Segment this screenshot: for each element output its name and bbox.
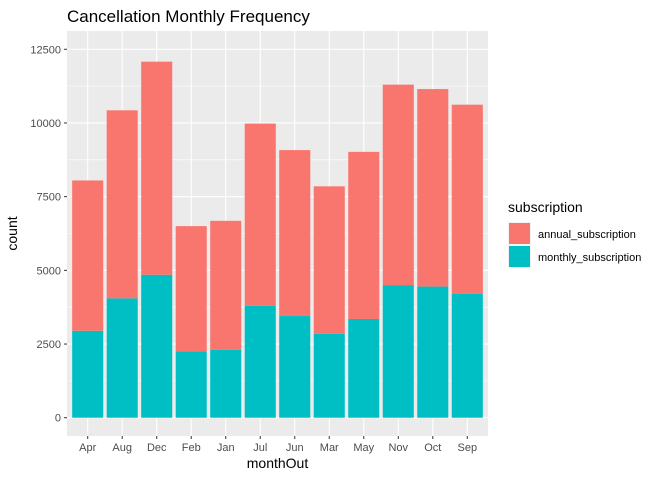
y-tick-label: 0 — [55, 413, 61, 425]
legend: subscription annual_subscription monthly_… — [508, 199, 641, 268]
x-tick-label: Jul — [253, 442, 267, 454]
x-tick-label: Dec — [147, 442, 167, 454]
bar-annual-subscription-oct — [417, 89, 449, 287]
bar-monthly-subscription-dec — [141, 274, 173, 418]
y-tick-label: 5000 — [37, 265, 61, 277]
bars — [72, 61, 483, 418]
bar-monthly-subscription-mar — [313, 333, 345, 418]
bar-monthly-subscription-feb — [175, 351, 207, 418]
bar-monthly-subscription-aug — [106, 298, 138, 418]
bar-monthly-subscription-jan — [210, 349, 242, 418]
bar-annual-subscription-sep — [451, 104, 483, 294]
bar-monthly-subscription-jul — [244, 305, 276, 418]
x-tick-label: Jan — [217, 442, 235, 454]
bar-monthly-subscription-sep — [451, 293, 483, 418]
bar-annual-subscription-dec — [141, 61, 173, 275]
bar-annual-subscription-jul — [244, 123, 276, 306]
bar-annual-subscription-may — [348, 151, 380, 319]
x-tick-label: Apr — [79, 442, 96, 454]
x-axis-title: monthOut — [247, 455, 309, 471]
chart-title: Cancellation Monthly Frequency — [67, 7, 310, 26]
bar-annual-subscription-aug — [106, 110, 138, 299]
bar-monthly-subscription-nov — [382, 285, 414, 418]
x-tick-label: Oct — [424, 442, 441, 454]
x-tick-label: May — [353, 442, 374, 454]
bar-annual-subscription-mar — [313, 186, 345, 334]
legend-label-monthly-subscription: monthly_subscription — [538, 252, 641, 264]
legend-title: subscription — [508, 199, 583, 215]
x-axis: Apr Aug Dec Feb Jan Jul Jun Mar May Nov Oct Sep — [79, 436, 477, 454]
bar-annual-subscription-feb — [175, 226, 207, 352]
x-tick-label: Jun — [286, 442, 304, 454]
y-axis: 0 2500 5000 7500 10000 12500 — [30, 44, 67, 425]
y-tick-label: 10000 — [30, 118, 61, 130]
y-tick-label: 7500 — [37, 192, 61, 204]
x-tick-label: Aug — [112, 442, 132, 454]
bar-monthly-subscription-apr — [72, 330, 104, 418]
bar-annual-subscription-nov — [382, 84, 414, 286]
bar-annual-subscription-jan — [210, 220, 242, 350]
y-tick-label: 12500 — [30, 44, 61, 56]
bar-monthly-subscription-oct — [417, 286, 449, 418]
bar-monthly-subscription-jun — [279, 316, 311, 418]
legend-swatch-annual-subscription — [509, 223, 530, 244]
x-tick-label: Mar — [320, 442, 339, 454]
y-tick-label: 2500 — [37, 339, 61, 351]
legend-swatch-monthly-subscription — [509, 246, 530, 267]
bar-annual-subscription-jun — [279, 150, 311, 317]
y-axis-title: count — [4, 216, 20, 250]
x-tick-label: Nov — [388, 442, 408, 454]
bar-annual-subscription-apr — [72, 180, 104, 331]
bar-monthly-subscription-may — [348, 318, 380, 418]
x-tick-label: Feb — [182, 442, 201, 454]
x-tick-label: Sep — [458, 442, 478, 454]
legend-label-annual-subscription: annual_subscription — [538, 229, 636, 241]
